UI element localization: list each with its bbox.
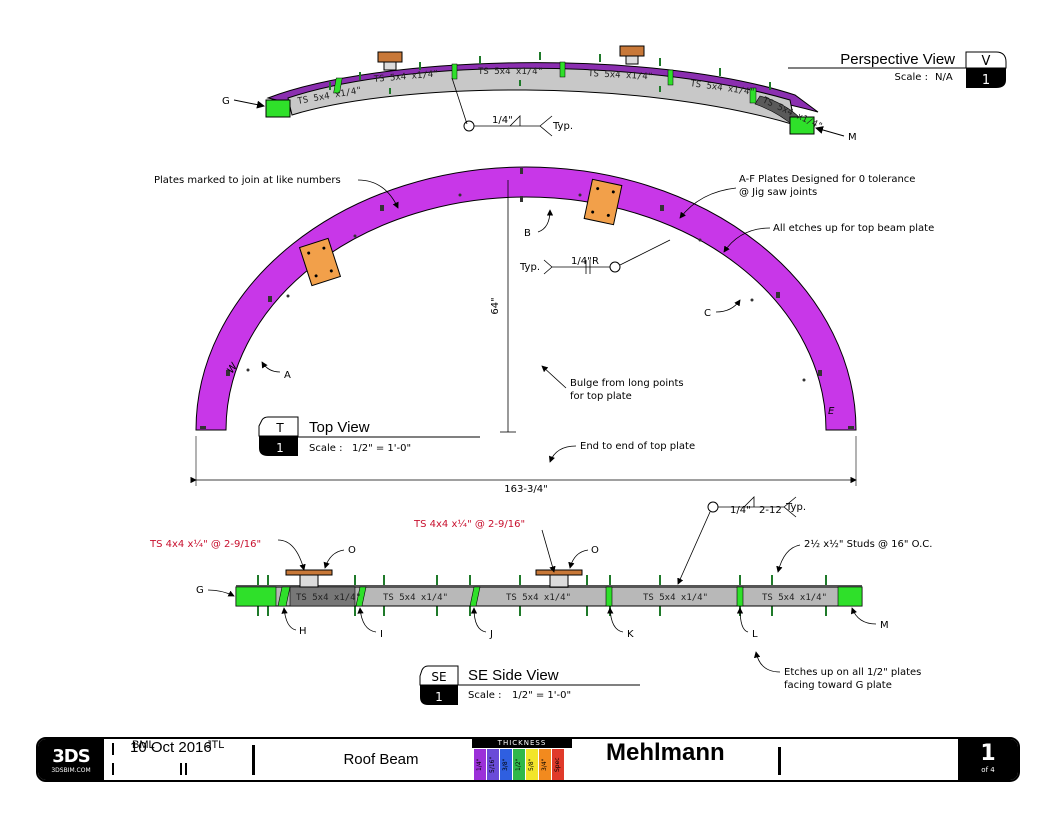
company-logo: 3DS 3DSBIM.COM	[38, 739, 104, 780]
perspective-view: TS 5x4 x1/4" TS 5x4 x1/4" TS 5x4 x1/4" T…	[222, 45, 1007, 143]
description-marker	[252, 745, 255, 775]
side-red-note-right: TS 4x4 x¼" @ 2-9/16"	[413, 518, 525, 530]
side-view: TS 5x4 x1/4" TS 5x4 x1/4" TS 5x4 x1/4" T…	[149, 496, 932, 705]
top-height-dimension: 64"	[490, 297, 501, 314]
side-tag-number: 1	[435, 690, 443, 704]
top-view-title: Top View	[309, 419, 370, 436]
perspective-scale-value: N/A	[935, 72, 953, 83]
checked-by: JTL	[206, 739, 225, 751]
top-label-a: A	[284, 370, 291, 381]
persp-weld-typ: Typ.	[552, 121, 573, 132]
side-view-title: SE Side View	[468, 667, 559, 684]
logo-url: 3DSBIM.COM	[51, 766, 91, 774]
title-block: 3DS 3DSBIM.COM 10 Oct 2016 BML JTL Roof …	[36, 737, 1020, 782]
top-weld-size: 1/4"	[571, 256, 592, 267]
perspective-scale-label: Scale :	[895, 72, 928, 83]
drawn-by: BML	[132, 739, 155, 751]
side-etches-line2: facing toward G plate	[784, 680, 892, 691]
side-beam-label-3: TS 5x4 x1/4"	[506, 593, 571, 603]
swatch-5-16: 5/16"	[487, 749, 499, 780]
note-af-line1: A-F Plates Designed for 0 tolerance	[739, 174, 915, 185]
top-label-c: C	[704, 308, 711, 319]
side-label-m: M	[880, 620, 889, 631]
top-tag-number: 1	[276, 441, 284, 455]
thickness-title: THICKNESS	[472, 739, 572, 748]
page-of: of 4	[981, 766, 995, 774]
side-label-l: L	[752, 629, 758, 640]
side-weld-size: 1/4"	[730, 505, 751, 516]
date-marker	[112, 743, 114, 755]
side-beam-label-4: TS 5x4 x1/4"	[643, 593, 708, 603]
side-weld-typ: Typ.	[785, 502, 806, 513]
side-scale-label: Scale :	[468, 690, 501, 701]
orange-plate-right	[583, 178, 623, 226]
drawn-marker	[112, 763, 114, 775]
plate-m-perspective	[789, 116, 815, 135]
drawing-date: 10 Oct 2016	[130, 739, 212, 756]
thickness-legend: THICKNESS 1/4" 5/16" 3/8" 1/2" 5/8" 3/4"…	[472, 739, 572, 780]
top-width-dimension: 163-3/4"	[504, 484, 547, 495]
persp-label-g: G	[222, 96, 230, 107]
swatch-3-8: 3/8"	[500, 749, 512, 780]
orange-plate-left	[298, 237, 342, 287]
persp-beam-label-4: TS 5x4 x1/4"	[588, 69, 653, 82]
persp-label-m: M	[848, 132, 857, 143]
plate-g-perspective	[265, 99, 291, 118]
side-tag-letter: SE	[431, 670, 446, 684]
side-beam-label-2: TS 5x4 x1/4"	[383, 593, 448, 603]
top-view: W E 64" 163-3/4" Plates marked to join a…	[154, 166, 934, 495]
side-studs-note: 2½ x½" Studs @ 16" O.C.	[804, 538, 932, 550]
note-af-line2: @ Jig saw joints	[739, 187, 817, 198]
top-view-arc	[195, 166, 857, 431]
side-label-h: H	[299, 626, 307, 637]
side-plate-g	[235, 586, 277, 607]
note-bulge-line1: Bulge from long points	[570, 378, 684, 389]
note-etches-up: All etches up for top beam plate	[773, 223, 934, 234]
note-bulge-line2: for top plate	[570, 391, 632, 402]
arc-label-e: E	[828, 406, 835, 417]
side-label-i: I	[380, 629, 383, 640]
checked-marker	[180, 763, 182, 775]
top-scale-value: 1/2" = 1'-0"	[352, 443, 411, 454]
top-tag-letter: T	[275, 421, 284, 435]
top-weld-typ: Typ.	[519, 262, 540, 273]
perspective-view-title: Perspective View	[840, 51, 955, 68]
side-label-o-right: O	[591, 545, 599, 556]
swatch-spec: Spec	[552, 749, 564, 780]
note-end-to-end: End to end of top plate	[580, 441, 695, 452]
persp-weld-size: 1/4"	[492, 115, 513, 126]
side-plate-m	[837, 586, 863, 607]
drawing-description: Roof Beam	[343, 751, 419, 768]
side-beam-label-5: TS 5x4 x1/4"	[762, 593, 827, 603]
side-etches-line1: Etches up on all 1/2" plates	[784, 667, 921, 678]
side-red-note-left: TS 4x4 x¼" @ 2-9/16"	[149, 538, 261, 550]
swatch-1-4: 1/4"	[474, 749, 486, 780]
page-number: 1	[980, 741, 996, 766]
side-beam-label-1: TS 5x4 x1/4"	[296, 593, 361, 603]
page-indicator: 1 of 4	[958, 739, 1018, 780]
perspective-tag-letter: V	[982, 54, 991, 69]
project-name: Mehlmann	[606, 739, 725, 766]
side-scale-value: 1/2" = 1'-0"	[512, 690, 571, 701]
swatch-1-2: 1/2"	[513, 749, 525, 780]
logo-text: 3DS	[52, 745, 90, 767]
swatch-5-8: 5/8"	[526, 749, 538, 780]
persp-beam-label-3: TS 5x4 x1/4"	[478, 67, 543, 77]
swatch-3-4: 3/4"	[539, 749, 551, 780]
top-label-b: B	[524, 228, 531, 239]
side-label-j: J	[489, 629, 493, 640]
side-weld-pitch: 2-12	[759, 505, 782, 516]
perspective-tag-number: 1	[982, 73, 990, 88]
top-scale-label: Scale :	[309, 443, 342, 454]
checked-marker-2	[185, 763, 187, 775]
project-divider	[778, 747, 781, 775]
side-label-g: G	[196, 585, 204, 596]
top-weld-symbol: R	[592, 256, 599, 267]
side-label-k: K	[627, 629, 634, 640]
note-plates-marked: Plates marked to join at like numbers	[154, 175, 341, 186]
side-label-o-left: O	[348, 545, 356, 556]
